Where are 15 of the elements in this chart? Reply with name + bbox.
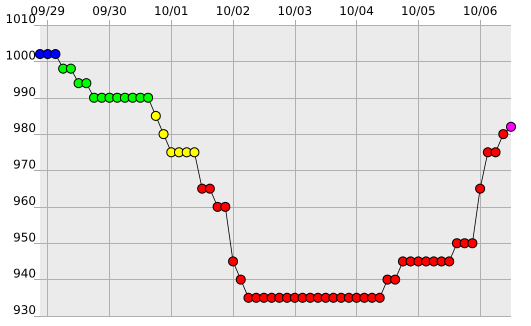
- y-tick-label: 940: [13, 266, 36, 281]
- y-tick-label: 990: [13, 84, 36, 99]
- x-tick-label: 10/01: [154, 4, 189, 18]
- y-tick-label: 960: [13, 194, 36, 208]
- y-tick-label: 1000: [5, 48, 36, 62]
- y-tick-label: 970: [13, 158, 36, 172]
- y-tick-label: 930: [13, 303, 36, 317]
- x-tick-label: 10/04: [339, 4, 374, 18]
- x-tick-label: 09/30: [92, 4, 127, 18]
- x-tick-label: 10/05: [401, 4, 436, 18]
- x-tick-label: 10/06: [462, 4, 498, 18]
- y-tick-label: 950: [13, 230, 36, 244]
- x-tick-label: 10/03: [278, 4, 312, 18]
- y-tick-label: 980: [13, 121, 36, 136]
- x-tick-label: 10/02: [216, 4, 250, 18]
